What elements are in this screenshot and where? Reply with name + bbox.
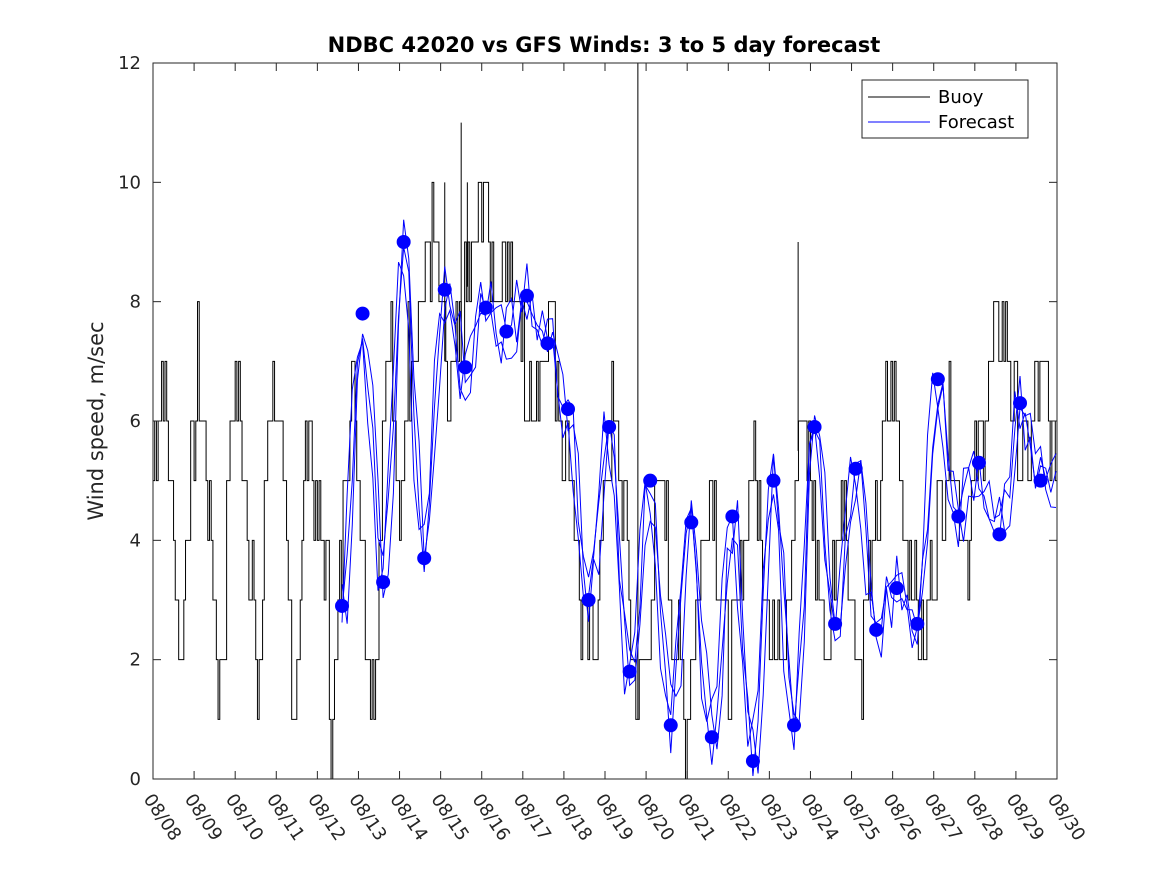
y-axis: 0 2 4 6 8 10 12 (118, 53, 1057, 790)
forecast-marker (622, 664, 637, 679)
forecast-marker (684, 515, 699, 530)
forecast-marker (643, 473, 658, 488)
y-tick-label: 4 (130, 530, 141, 551)
forecast-marker (951, 509, 966, 524)
forecast-run-line (341, 261, 1057, 750)
forecast-marker (766, 473, 781, 488)
chart-title: NDBC 42020 vs GFS Winds: 3 to 5 day fore… (328, 33, 881, 57)
forecast-marker (869, 622, 884, 637)
forecast-marker (417, 551, 432, 566)
forecast-marker (581, 593, 596, 607)
forecast-marker (725, 509, 740, 524)
forecast-marker (889, 581, 904, 596)
legend: Buoy Forecast (861, 79, 1029, 139)
y-tick-label: 10 (118, 172, 141, 193)
y-tick-label: 2 (130, 650, 141, 671)
forecast-marker (828, 616, 843, 631)
forecast-marker (458, 360, 473, 375)
forecast-marker (1013, 396, 1028, 411)
forecast-marker (499, 324, 514, 339)
buoy-line (153, 181, 1057, 780)
forecast-series (341, 219, 1057, 777)
forecast-marker (663, 718, 678, 733)
y-tick-label: 0 (130, 769, 141, 790)
forecast-marker (807, 419, 822, 434)
forecast-marker (848, 461, 863, 476)
y-tick-label: 6 (130, 411, 141, 432)
forecast-marker (376, 575, 391, 590)
forecast-marker (335, 598, 350, 613)
plot-area (152, 62, 1058, 780)
forecast-marker (355, 306, 370, 321)
forecast-marker (602, 419, 617, 434)
forecast-marker (396, 235, 411, 249)
forecast-marker (519, 288, 534, 303)
buoy-series (153, 63, 1057, 780)
forecast-run-line (341, 219, 1057, 774)
forecast-marker (787, 718, 802, 733)
forecast-marker (704, 730, 719, 745)
forecast-marker (540, 336, 555, 351)
forecast-marker (910, 616, 925, 631)
legend-box (861, 79, 1029, 139)
y-tick-label: 12 (118, 53, 141, 74)
forecast-marker (745, 754, 760, 769)
forecast-marker (971, 455, 986, 470)
forecast-marker (1033, 473, 1048, 488)
forecast-marker (930, 372, 945, 387)
forecast-marker (992, 527, 1007, 542)
legend-forecast-label: Forecast (938, 112, 1014, 133)
forecast-marker (478, 300, 493, 315)
forecast-marker (561, 402, 576, 417)
forecast-markers (335, 235, 1048, 769)
forecast-marker (437, 282, 452, 297)
y-tick-label: 8 (130, 292, 141, 313)
y-axis-label: Wind speed, m/sec (84, 321, 108, 520)
legend-buoy-label: Buoy (938, 87, 984, 108)
